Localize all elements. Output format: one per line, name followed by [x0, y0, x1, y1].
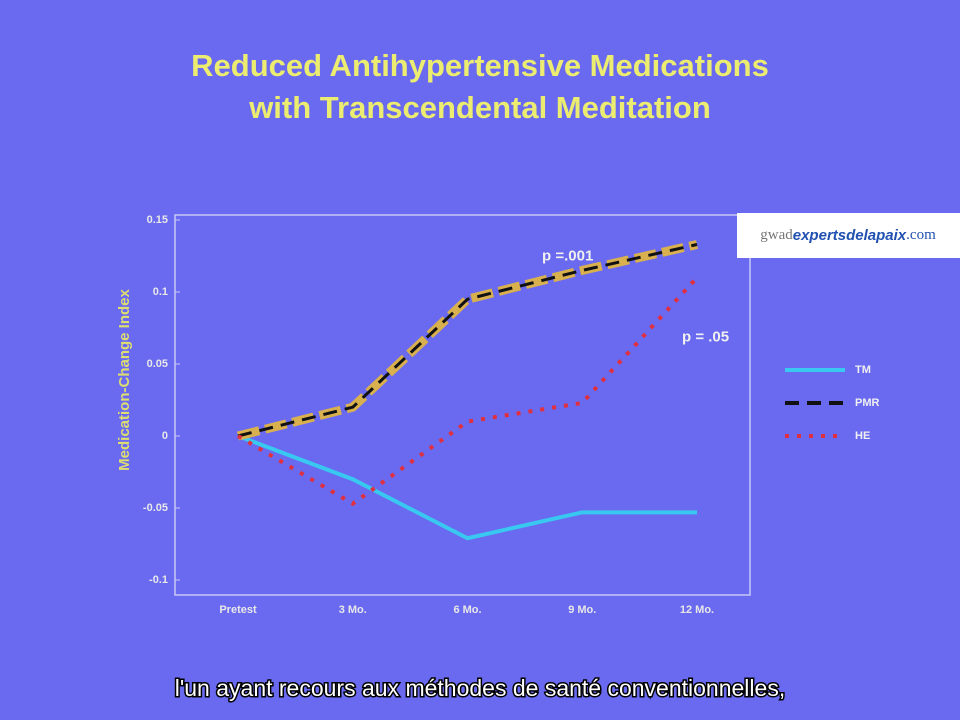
watermark-part: gwad: [760, 227, 793, 243]
legend-label: PMR: [855, 397, 880, 409]
annotation: p = .05: [682, 329, 729, 346]
plot-frame: [174, 214, 751, 596]
series-highlight: [236, 240, 698, 441]
y-tick-label: 0.15: [147, 214, 168, 226]
watermark-part: expertsdelapaix: [793, 227, 907, 244]
x-tick-label: 12 Mo.: [680, 604, 714, 616]
x-tick-label: Pretest: [219, 604, 257, 616]
chart-title: Reduced Antihypertensive Medications: [191, 48, 769, 83]
y-tick-label: -0.05: [143, 502, 168, 514]
series-line: [237, 243, 698, 438]
x-tick-label: 9 Mo.: [568, 604, 596, 616]
series-line: [237, 434, 697, 541]
chart-title: with Transcendental Meditation: [248, 90, 711, 125]
x-tick-label: 3 Mo.: [339, 604, 367, 616]
legend-label: HE: [855, 430, 870, 442]
watermark: gwadexpertsdelapaix.com: [760, 227, 936, 244]
annotation: p =.001: [542, 247, 593, 264]
y-tick-label: 0.05: [147, 358, 168, 370]
x-tick-label: 6 Mo.: [453, 604, 481, 616]
y-axis-label: Medication-Change Index: [116, 289, 133, 471]
y-tick-label: 0.1: [153, 286, 168, 298]
y-tick-label: -0.1: [149, 574, 168, 586]
legend-label: TM: [855, 364, 871, 376]
subtitle-caption: l'un ayant recours aux méthodes de santé…: [175, 675, 785, 701]
watermark-part: .com: [906, 227, 936, 243]
watermark-box: [737, 213, 960, 258]
series-line: [236, 276, 699, 507]
y-tick-label: 0: [162, 430, 168, 442]
